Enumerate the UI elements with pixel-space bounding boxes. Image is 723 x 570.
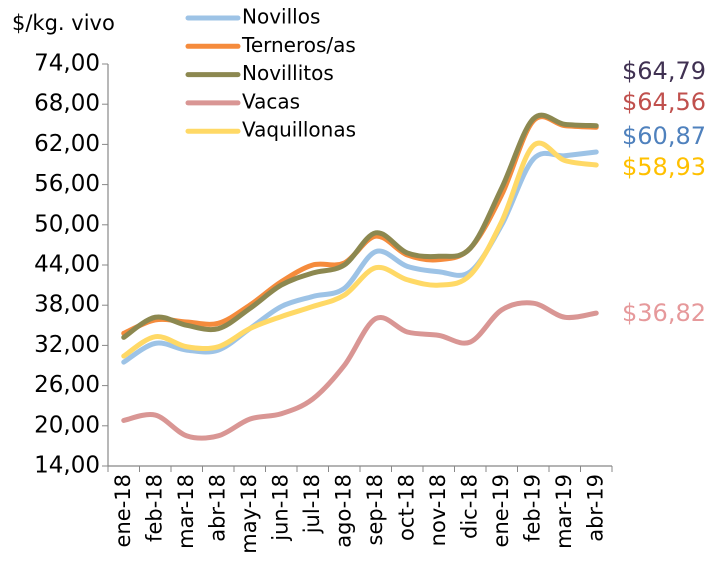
series-line [121, 300, 599, 441]
x-tick-label: abr-19 [583, 474, 607, 542]
x-tick-label: dic-18 [457, 474, 481, 539]
legend-label: Novillitos [242, 61, 334, 85]
y-tick-label: 50,00 [34, 211, 100, 237]
x-tick-label: may-18 [237, 474, 261, 554]
y-tick-label: 20,00 [34, 412, 100, 438]
series-line [121, 112, 599, 340]
x-tick-label: ago-18 [331, 474, 355, 548]
x-tick-label: ene-18 [111, 474, 135, 547]
y-tick-label: 38,00 [34, 292, 100, 318]
value-label: $64,79 [622, 57, 706, 85]
x-tick-label: abr-18 [205, 474, 229, 542]
x-tick-label: mar-18 [174, 474, 198, 549]
x-tick-label: sep-18 [363, 474, 387, 546]
x-tick-label: feb-19 [520, 474, 544, 542]
y-tick-label: 74,00 [34, 51, 100, 77]
value-label: $64,56 [622, 88, 706, 116]
x-tick-label: mar-19 [552, 474, 576, 549]
legend-label: Vaquillonas [242, 118, 356, 142]
y-tick-label: 26,00 [34, 372, 100, 398]
x-tick-label: jun-18 [268, 474, 292, 542]
value-label: $58,93 [622, 153, 706, 181]
series-line [121, 140, 599, 359]
y-tick-label: 44,00 [34, 252, 100, 278]
x-tick-label: feb-18 [142, 474, 166, 542]
x-tick-label: jul-18 [300, 474, 324, 534]
legend-label: Vacas [242, 89, 300, 113]
x-tick-label: ene-19 [489, 474, 513, 547]
legend-label: Terneros/as [241, 33, 356, 57]
value-label: $60,87 [622, 122, 706, 150]
y-tick-label: 32,00 [34, 332, 100, 358]
x-tick-label: nov-18 [426, 474, 450, 546]
y-tick-label: 62,00 [34, 131, 100, 157]
y-tick-label: 56,00 [34, 171, 100, 197]
value-label: $36,82 [622, 299, 706, 327]
x-tick-label: oct-18 [394, 474, 418, 541]
y-axis-label: $/kg. vivo [12, 11, 115, 35]
series-line [121, 149, 599, 365]
legend-label: Novillos [242, 5, 320, 29]
y-tick-label: 68,00 [34, 91, 100, 117]
y-tick-label: 14,00 [34, 453, 100, 479]
